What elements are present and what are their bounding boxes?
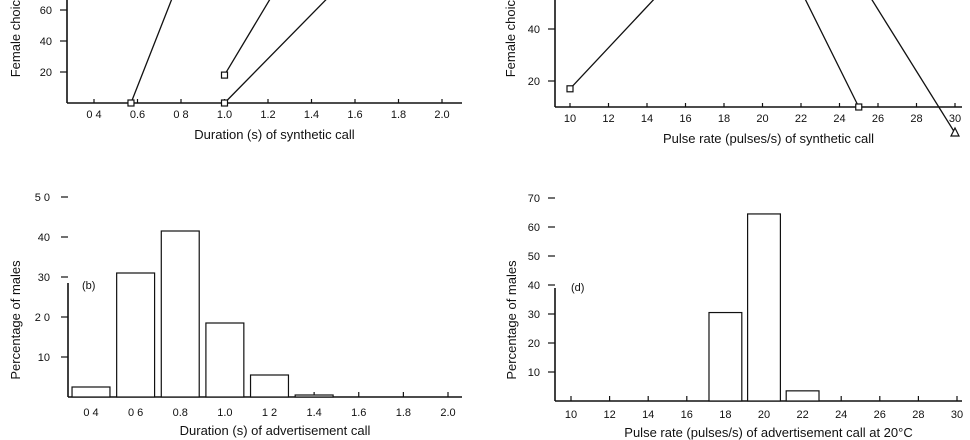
panel-c: 101214161820222426283020406080Pulse rate… (503, 0, 962, 146)
x-tick-label: 1.8 (396, 407, 411, 419)
x-tick-label: 2.0 (440, 407, 455, 419)
panel-label: (b) (82, 280, 95, 292)
y-tick-label: 70 (528, 193, 540, 205)
series-line (224, 0, 327, 104)
x-tick-label: 30 (949, 113, 961, 125)
x-tick-label: 26 (872, 113, 884, 125)
x-axis-title: Duration (s) of advertisement call (180, 423, 371, 438)
x-tick-label: 12 (602, 113, 614, 125)
y-tick-label: 5 0 (35, 192, 50, 204)
bar (785, 390, 820, 402)
y-tick-label: 2 0 (35, 312, 50, 324)
x-tick-label: 22 (795, 113, 807, 125)
x-tick-label: 18 (719, 409, 731, 421)
bar (205, 322, 245, 398)
series-line (130, 0, 173, 104)
panel-d: 10 12 14 16 18 20 22 24 26 28 30 10 20 30 40 50 60 70 Puls… (504, 193, 963, 440)
x-tick-label: 16 (679, 113, 691, 125)
y-tick-label: 40 (528, 24, 540, 36)
panel-label: (d) (571, 282, 584, 294)
y-tick-label: 10 (528, 367, 540, 379)
bar (708, 311, 743, 402)
panel-b: 0 4 0 6 0.8 1.0 1 2 1.4 1.6 1.8 2.0 10 2 0 30 40 5 0 D… (8, 192, 462, 438)
y-axis-title: Female choice (503, 0, 518, 77)
x-tick-label: 0.6 (130, 109, 145, 121)
x-tick-label: 0 8 (173, 109, 188, 121)
x-tick-label: 16 (681, 409, 693, 421)
y-axis-title: Female choice (8, 0, 23, 77)
bar (249, 374, 290, 398)
x-tick-label: 2.0 (434, 109, 449, 121)
series-line (569, 0, 860, 108)
x-axis-title: Pulse rate (pulses/s) of synthetic call (663, 131, 874, 146)
data-point (127, 99, 135, 107)
data-point (855, 103, 863, 111)
x-tick-label: 10 (564, 113, 576, 125)
data-point (220, 99, 229, 107)
data-point (220, 71, 229, 79)
y-tick-label: 20 (528, 76, 540, 88)
y-tick-label: 40 (38, 232, 50, 244)
x-tick-label: 0 6 (128, 407, 143, 419)
x-axis-title: Duration (s) of synthetic call (194, 127, 355, 142)
data-point (566, 85, 574, 93)
x-tick-label: 0 4 (83, 407, 98, 419)
x-tick-label: 0 4 (86, 109, 101, 121)
y-axis-title: Percentage of males (504, 260, 519, 380)
x-tick-label: 1.0 (217, 407, 232, 419)
x-tick-label: 1.8 (391, 109, 406, 121)
y-tick-label: 30 (528, 309, 540, 321)
x-tick-label: 26 (874, 409, 886, 421)
y-tick-label: 40 (40, 36, 52, 48)
x-axis-title: Pulse rate (pulses/s) of advertisement c… (624, 425, 912, 440)
x-tick-label: 14 (642, 409, 654, 421)
y-tick-label: 20 (40, 67, 52, 79)
x-tick-label: 22 (796, 409, 808, 421)
x-tick-label: 14 (641, 113, 653, 125)
x-tick-label: 1.2 (260, 109, 275, 121)
bar (116, 272, 156, 398)
data-point (950, 126, 960, 137)
x-tick-label: 1 2 (262, 407, 277, 419)
x-tick-label: 28 (912, 409, 924, 421)
y-tick-label: 60 (40, 5, 52, 17)
bar (160, 230, 200, 398)
series-line (871, 0, 956, 134)
x-tick-label: 0.8 (173, 407, 188, 419)
bar (746, 213, 782, 402)
bar (294, 394, 334, 398)
x-tick-label: 1.4 (304, 109, 319, 121)
y-tick-label: 60 (528, 222, 540, 234)
x-tick-label: 12 (603, 409, 615, 421)
x-tick-label: 20 (758, 409, 770, 421)
x-tick-label: 1.6 (347, 109, 362, 121)
series-line (223, 0, 271, 76)
x-tick-label: 1.6 (351, 407, 366, 419)
y-tick-label: 30 (38, 272, 50, 284)
y-tick-label: 50 (528, 251, 540, 263)
y-tick-label: 10 (38, 352, 50, 364)
x-tick-label: 18 (718, 113, 730, 125)
x-tick-label: 24 (833, 113, 845, 125)
x-tick-label: 10 (565, 409, 577, 421)
bar (71, 386, 111, 398)
x-tick-label: 1.0 (217, 109, 232, 121)
x-tick-label: 1.4 (306, 407, 321, 419)
x-tick-label: 24 (835, 409, 847, 421)
x-tick-label: 28 (910, 113, 922, 125)
y-tick-label: 40 (528, 280, 540, 292)
x-tick-label: 20 (756, 113, 768, 125)
y-axis-title: Percentage of males (8, 260, 23, 380)
x-tick-label: 30 (951, 409, 963, 421)
y-tick-label: 20 (528, 338, 540, 350)
panel-a: 0 4 0.6 0 8 1.0 1.2 1.4 1.6 1.8 2.0 20 40 60 Duratio… (8, 0, 462, 142)
